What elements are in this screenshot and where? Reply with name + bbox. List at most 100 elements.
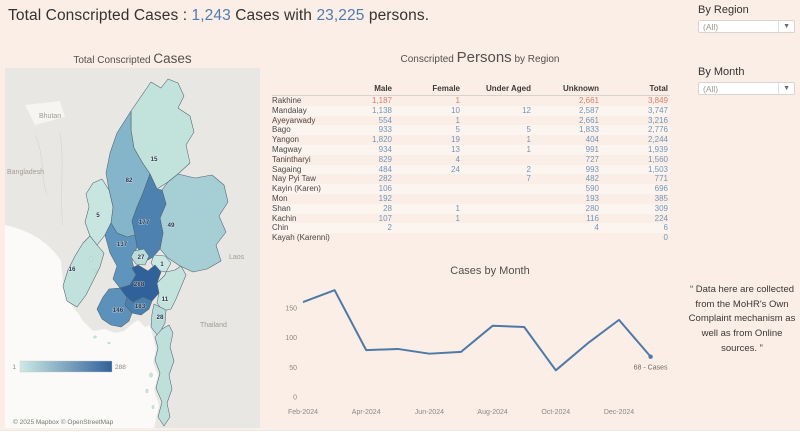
map-region-rakhine[interactable]: [62, 235, 105, 308]
table-row[interactable]: Kayin (Karen) 106 590 696: [272, 184, 670, 194]
map-title-large: Cases: [153, 51, 192, 66]
table-value: 3,849: [647, 96, 668, 105]
filter-region-dropdown[interactable]: (All) ▼: [698, 20, 795, 33]
x-axis-tick: Oct-2024: [541, 409, 570, 416]
table-value: 106: [378, 184, 392, 194]
table-value: 7: [526, 174, 531, 184]
title-text-middle: Cases with: [230, 7, 317, 24]
coastal-islands: [89, 256, 155, 409]
table-value: 282: [378, 174, 392, 184]
table-value: 554: [378, 115, 392, 125]
table-value: 2,244: [647, 135, 668, 145]
x-axis-tick: Apr-2024: [352, 409, 381, 416]
x-axis-tick: Dec-2024: [604, 409, 634, 416]
table-value: 991: [585, 144, 599, 154]
table-value: 696: [654, 184, 668, 194]
table-row[interactable]: Mon 192 193 385: [272, 194, 670, 204]
map-region-ayeyarwady[interactable]: [96, 287, 133, 328]
table-row[interactable]: Mandalay 1,138 10 12 2,587 3,747: [272, 105, 670, 116]
map-attribution: © 2025 Mapbox © OpenStreetMap: [13, 419, 114, 426]
table-row[interactable]: Tanintharyi 829 4 727 1,560: [272, 155, 670, 165]
map-region-value-kayin: 11: [162, 296, 169, 303]
table-row[interactable]: Chin 2 4 6: [272, 223, 670, 234]
last-point-marker[interactable]: [648, 354, 653, 359]
map-region-value-yangon: 183: [135, 303, 146, 310]
table-value: 3,747: [647, 105, 668, 115]
table-value: 6: [663, 223, 668, 233]
table-value: 4: [594, 223, 599, 233]
table-row[interactable]: Ayeyarwady 554 1 2,661 3,216: [272, 116, 670, 126]
map-region-value-kayah: 1: [160, 261, 164, 268]
cases-line[interactable]: [302, 289, 652, 372]
region-name: Mandalay: [272, 105, 307, 115]
title-cases-count: 1,243: [191, 7, 231, 24]
region-name: Yangon: [272, 135, 299, 145]
region-name: Bago: [272, 125, 291, 135]
horizontal-scrollbar[interactable]: [0, 430, 800, 443]
table-title: Conscripted Persons by Region: [270, 49, 690, 67]
table-value: 1: [455, 96, 460, 105]
table-value: 1: [526, 135, 531, 145]
table-row[interactable]: Shan 28 1 280 309: [272, 203, 670, 214]
map-region-naypyitaw[interactable]: [130, 248, 150, 266]
x-axis-tick: Jun-2024: [415, 409, 444, 416]
table-value: 193: [585, 193, 599, 203]
table-row[interactable]: Sagaing 484 24 2 993 1,503: [272, 164, 670, 175]
region-name: Mon: [272, 193, 288, 203]
table-value: 482: [585, 174, 599, 184]
table-row[interactable]: Nay Pyi Taw 282 7 482 771: [272, 174, 670, 184]
table-value: 1: [526, 144, 531, 154]
column-header: Unknown: [563, 84, 599, 93]
y-axis-tick: 100: [285, 335, 297, 342]
region-name: Kachin: [272, 213, 297, 223]
filter-month-label: By Month: [698, 66, 745, 78]
table-value: 934: [378, 144, 392, 154]
dashboard-title: Total Conscripted Cases : 1,243 Cases wi…: [8, 7, 429, 25]
table-header-row: Male Female Under Aged Unknown Total: [272, 82, 670, 96]
table-value: 829: [378, 154, 392, 164]
table-value: 19: [451, 135, 460, 145]
table-row[interactable]: Bago 933 5 5 1,833 2,776: [272, 125, 670, 136]
table-row[interactable]: Yangon 1,820 19 1 404 2,244: [272, 135, 670, 145]
map-region-tanintharyi[interactable]: [154, 324, 175, 427]
country-label: Laos: [229, 254, 245, 261]
x-axis-tick: Aug-2024: [477, 409, 507, 416]
map-region-value-sagaing: 82: [125, 177, 133, 184]
map-region-value-magway: 137: [117, 241, 128, 248]
table-value: 933: [378, 125, 392, 135]
table-row[interactable]: Magway 934 13 1 991 1,939: [272, 144, 670, 155]
filter-region-value: (All): [703, 21, 719, 32]
table-value: 5: [455, 125, 460, 135]
column-header: Male: [374, 84, 392, 93]
map-region-chin[interactable]: [84, 178, 114, 246]
country-label: Bhutan: [39, 113, 61, 120]
table-value: 1: [455, 213, 460, 223]
table-row[interactable]: Rakhine 1,187 1 2,661 3,849: [272, 96, 670, 106]
map-region-value-naypyitaw: 27: [137, 254, 145, 261]
table-value: 1,138: [371, 105, 392, 115]
table-row[interactable]: Kachin 107 1 116 224: [272, 214, 670, 224]
map-color-legend: 1 288: [12, 360, 126, 373]
table-value: 1: [455, 203, 460, 213]
table-value: 309: [654, 203, 668, 213]
table-row[interactable]: Kayah (Karenni) 0: [272, 233, 670, 243]
region-name: Sagaing: [272, 164, 302, 174]
persons-table-body: Rakhine 1,187 1 2,661 3,849 Mandalay 1,138 10 12…: [272, 96, 670, 243]
table-value: 2,776: [647, 125, 668, 135]
cases-by-month-chart: 0 50 100 150 Feb-2024 Apr-2024 Jun-2024 Aug-202…: [285, 289, 668, 416]
title-text-suffix: persons.: [364, 7, 430, 24]
chart-title: Cases by Month: [450, 265, 530, 277]
table-value: 13: [451, 144, 460, 154]
table-value: 2,587: [578, 105, 599, 115]
map-region-kayin[interactable]: [156, 265, 187, 312]
table-value: 12: [522, 105, 531, 115]
map-region-value-bago: 288: [134, 281, 145, 288]
myanmar-choropleth-map: Bhutan Bangladesh Laos Thailand 15 82 5 49 177 1…: [5, 68, 260, 428]
filter-month-dropdown[interactable]: (All) ▼: [698, 82, 795, 95]
legend-min-label: 1: [12, 364, 16, 371]
table-value: 1,187: [371, 96, 392, 105]
basemap-sea: [5, 225, 159, 428]
table-value: 1: [455, 115, 460, 125]
table-value: 3,216: [647, 115, 668, 125]
region-name: Magway: [272, 144, 302, 154]
